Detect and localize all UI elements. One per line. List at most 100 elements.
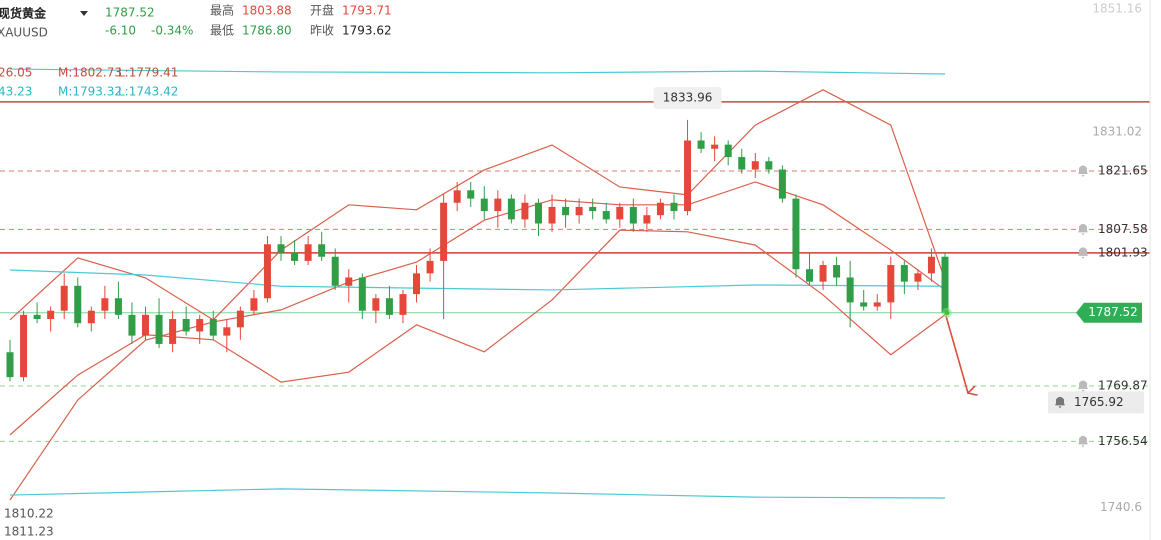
candle-body	[263, 244, 271, 299]
candle-body	[833, 265, 841, 278]
alert-label: 1801.93	[1098, 245, 1148, 259]
candle-body	[670, 202, 678, 212]
stat-label: 最高	[210, 3, 234, 18]
bell-icon	[1078, 165, 1088, 177]
bell-icon	[1078, 247, 1088, 259]
candle-body	[426, 260, 434, 274]
candle-body	[87, 310, 95, 324]
candle-body	[941, 256, 949, 313]
stat-label: 最低	[210, 24, 234, 38]
price: 1787.52	[105, 6, 155, 20]
y-tick-label: 1831.02	[1092, 125, 1142, 139]
alert-label: 1769.87	[1098, 378, 1148, 392]
corner-label: 1810.22	[4, 507, 54, 521]
last-price-dot	[944, 310, 950, 316]
header: 现货黄金 XAUUSD 1787.52 -6.10 -0.34% 最高 1803.…	[0, 0, 420, 42]
candle-body	[900, 265, 908, 282]
candle-body	[169, 319, 177, 344]
current-price-label: 1787.52	[1088, 305, 1138, 319]
candle-body	[684, 140, 692, 212]
candle-body	[142, 314, 150, 336]
bell-icon	[1078, 435, 1088, 448]
candle-body	[413, 273, 421, 295]
stat-label: 开盘	[310, 3, 334, 18]
candle-body	[33, 314, 41, 320]
candle-body	[846, 277, 854, 303]
candle-body	[819, 265, 827, 282]
candle-body	[304, 244, 312, 261]
candle-body	[860, 302, 868, 307]
candle-body	[711, 144, 719, 149]
candle-body	[887, 265, 895, 303]
candle-body	[236, 310, 244, 328]
instrument-name: 现货黄金	[0, 6, 47, 21]
indicator-value: L:1743.42	[118, 85, 178, 99]
candle-body	[47, 310, 55, 320]
bell-icon	[1078, 380, 1088, 392]
active-alert-label: 1765.92	[1074, 395, 1124, 409]
y-tick-label: 1740.6	[1100, 500, 1142, 514]
candle-body	[616, 206, 624, 220]
candle-body	[738, 157, 746, 170]
candle-body	[643, 215, 651, 224]
active-alert-bg	[1048, 391, 1144, 414]
candle-body	[575, 206, 583, 216]
candle-body	[534, 202, 542, 224]
candle-body	[358, 277, 366, 311]
band-line	[9, 181, 946, 501]
candle-body	[223, 327, 231, 336]
indicator-value: L:1779.41	[118, 66, 178, 80]
axis-top-label: 1851.16	[1092, 2, 1142, 16]
plot	[0, 68, 1150, 501]
band-line	[9, 269, 946, 291]
candle-body	[494, 198, 502, 212]
alert-label: 1756.54	[1098, 434, 1148, 448]
band-line	[9, 89, 946, 321]
candle-body	[589, 206, 597, 212]
candle-body	[60, 285, 68, 311]
candle-body	[114, 298, 122, 315]
candle-body	[399, 294, 407, 315]
current-price-tag	[1076, 302, 1142, 323]
dropdown-icon[interactable]	[80, 11, 88, 16]
candle-body	[927, 256, 935, 274]
candle-body	[155, 314, 163, 344]
band-line	[9, 229, 946, 436]
candle-body	[345, 277, 353, 286]
peak-label: 1833.96	[663, 91, 713, 105]
candle-body	[805, 269, 813, 282]
stat-value: 1793.62	[342, 24, 392, 38]
candle-body	[209, 319, 217, 336]
annotation-arrow	[945, 315, 968, 393]
candle-body	[331, 256, 339, 286]
candle-body	[196, 319, 204, 332]
candle-body	[101, 298, 109, 311]
bell-icon	[1078, 223, 1088, 236]
candle-body	[792, 198, 800, 270]
candle-body	[318, 244, 326, 257]
candle-body	[507, 198, 515, 220]
indicator-value: M:1793.32	[58, 85, 122, 99]
stat-label: 昨收	[310, 24, 334, 38]
candle-body	[778, 169, 786, 199]
candle-body	[724, 144, 732, 158]
candle-body	[453, 190, 461, 203]
candle-body	[182, 319, 190, 332]
candle-body	[385, 298, 393, 315]
candle-body	[467, 190, 475, 199]
candle-body	[291, 252, 299, 261]
alert-label: 1807.58	[1098, 222, 1148, 236]
candle-body	[250, 298, 258, 311]
change-pct: -0.34%	[151, 24, 193, 38]
candle-body	[914, 273, 922, 282]
band-line	[9, 68, 946, 75]
candle-body	[602, 211, 610, 220]
change: -6.10	[105, 24, 136, 38]
alert-label: 1821.65	[1098, 163, 1148, 177]
candle-body	[765, 161, 773, 170]
candle-body	[656, 202, 664, 216]
band-line	[9, 488, 946, 499]
candle-body	[128, 314, 136, 336]
candle-body	[74, 285, 82, 324]
